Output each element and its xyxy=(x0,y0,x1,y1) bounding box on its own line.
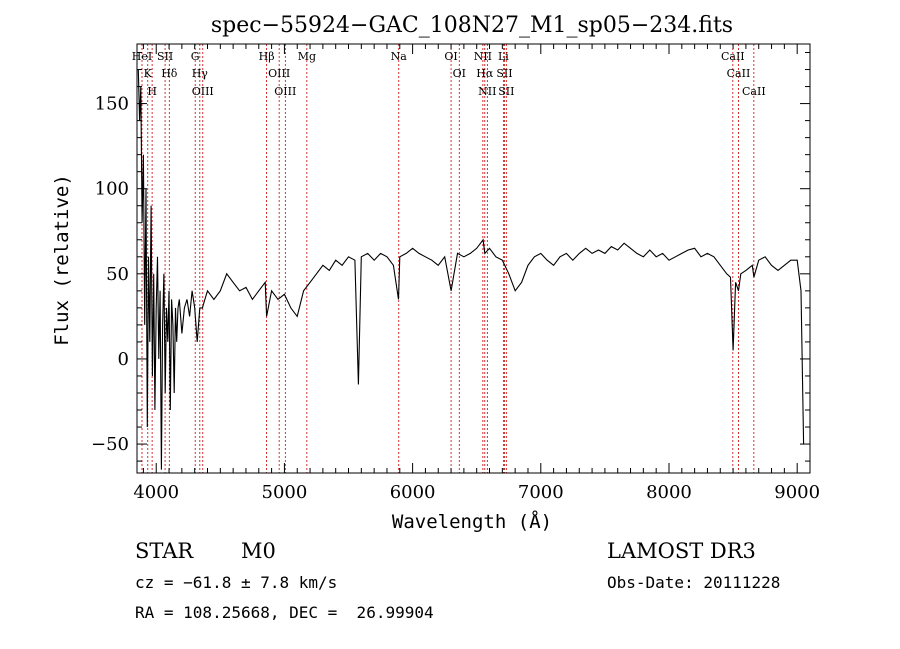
observation-date: Obs-Date: 20111228 xyxy=(607,573,780,592)
marker-label: CaII xyxy=(742,85,766,98)
marker-label: K xyxy=(144,67,153,80)
y-tick-label: −50 xyxy=(91,434,129,455)
marker-label: CaII xyxy=(721,50,745,63)
spectrum-info: STAR M0 LAMOST DR3 cz = −61.8 ± 7.8 km/s… xyxy=(135,539,780,622)
object-subclass: M0 xyxy=(241,539,276,563)
x-tick-label: 7000 xyxy=(518,482,564,503)
marker-label: OIII xyxy=(274,85,296,98)
x-tick-label: 9000 xyxy=(774,482,820,503)
marker-label: CaII xyxy=(727,67,751,80)
spectrum-line xyxy=(137,69,805,470)
coordinates: RA = 108.25668, DEC = 26.99904 xyxy=(135,603,434,622)
y-tick-label: 0 xyxy=(118,349,129,370)
chart-title: spec−55924−GAC_108N27_M1_sp05−234.fits xyxy=(211,13,733,38)
y-tick-label: 100 xyxy=(95,179,129,200)
marker-label: SII xyxy=(498,85,514,98)
marker-label: NII xyxy=(474,50,492,63)
spectral-line-markers xyxy=(141,44,755,473)
y-tick-label: 50 xyxy=(106,264,129,285)
x-axis-ticks: 4000 5000 6000 7000 8000 9000 xyxy=(133,44,820,503)
x-tick-label: 5000 xyxy=(262,482,308,503)
marker-label: OI xyxy=(444,50,457,63)
marker-label: Na xyxy=(391,50,408,63)
marker-label: Mg xyxy=(298,50,316,63)
x-tick-label: 8000 xyxy=(646,482,692,503)
y-axis-label: Flux (relative) xyxy=(51,174,73,346)
marker-label: Hδ xyxy=(161,67,178,80)
marker-label: OI xyxy=(453,67,466,80)
object-class: STAR xyxy=(135,539,194,563)
marker-label: OIII xyxy=(268,67,290,80)
marker-label: Hα xyxy=(476,67,494,80)
survey-label: LAMOST DR3 xyxy=(607,539,756,563)
spectral-line-labels: HeI KH SII Hδ G Hγ OIII Hβ OIII OIII Mg Na OI OI NII Hα… xyxy=(132,50,766,98)
x-tick-label: 4000 xyxy=(133,482,179,503)
redshift-velocity: cz = −61.8 ± 7.8 km/s xyxy=(135,573,337,592)
marker-label: Li xyxy=(498,50,509,63)
plot-frame xyxy=(136,43,811,474)
marker-label: H xyxy=(147,85,157,98)
x-axis-label: Wavelength (Å) xyxy=(392,510,552,533)
marker-label: SII xyxy=(157,50,173,63)
y-tick-label: 150 xyxy=(95,94,129,115)
marker-label: OIII xyxy=(192,85,214,98)
y-axis-ticks: −50 0 50 100 150 xyxy=(91,52,810,462)
marker-label: SII xyxy=(496,67,512,80)
marker-label: G xyxy=(191,50,200,63)
marker-label: Hβ xyxy=(259,50,275,63)
marker-label: Hγ xyxy=(192,67,209,80)
marker-label: HeI xyxy=(132,50,152,63)
marker-label: NII xyxy=(478,85,496,98)
x-tick-label: 6000 xyxy=(390,482,436,503)
